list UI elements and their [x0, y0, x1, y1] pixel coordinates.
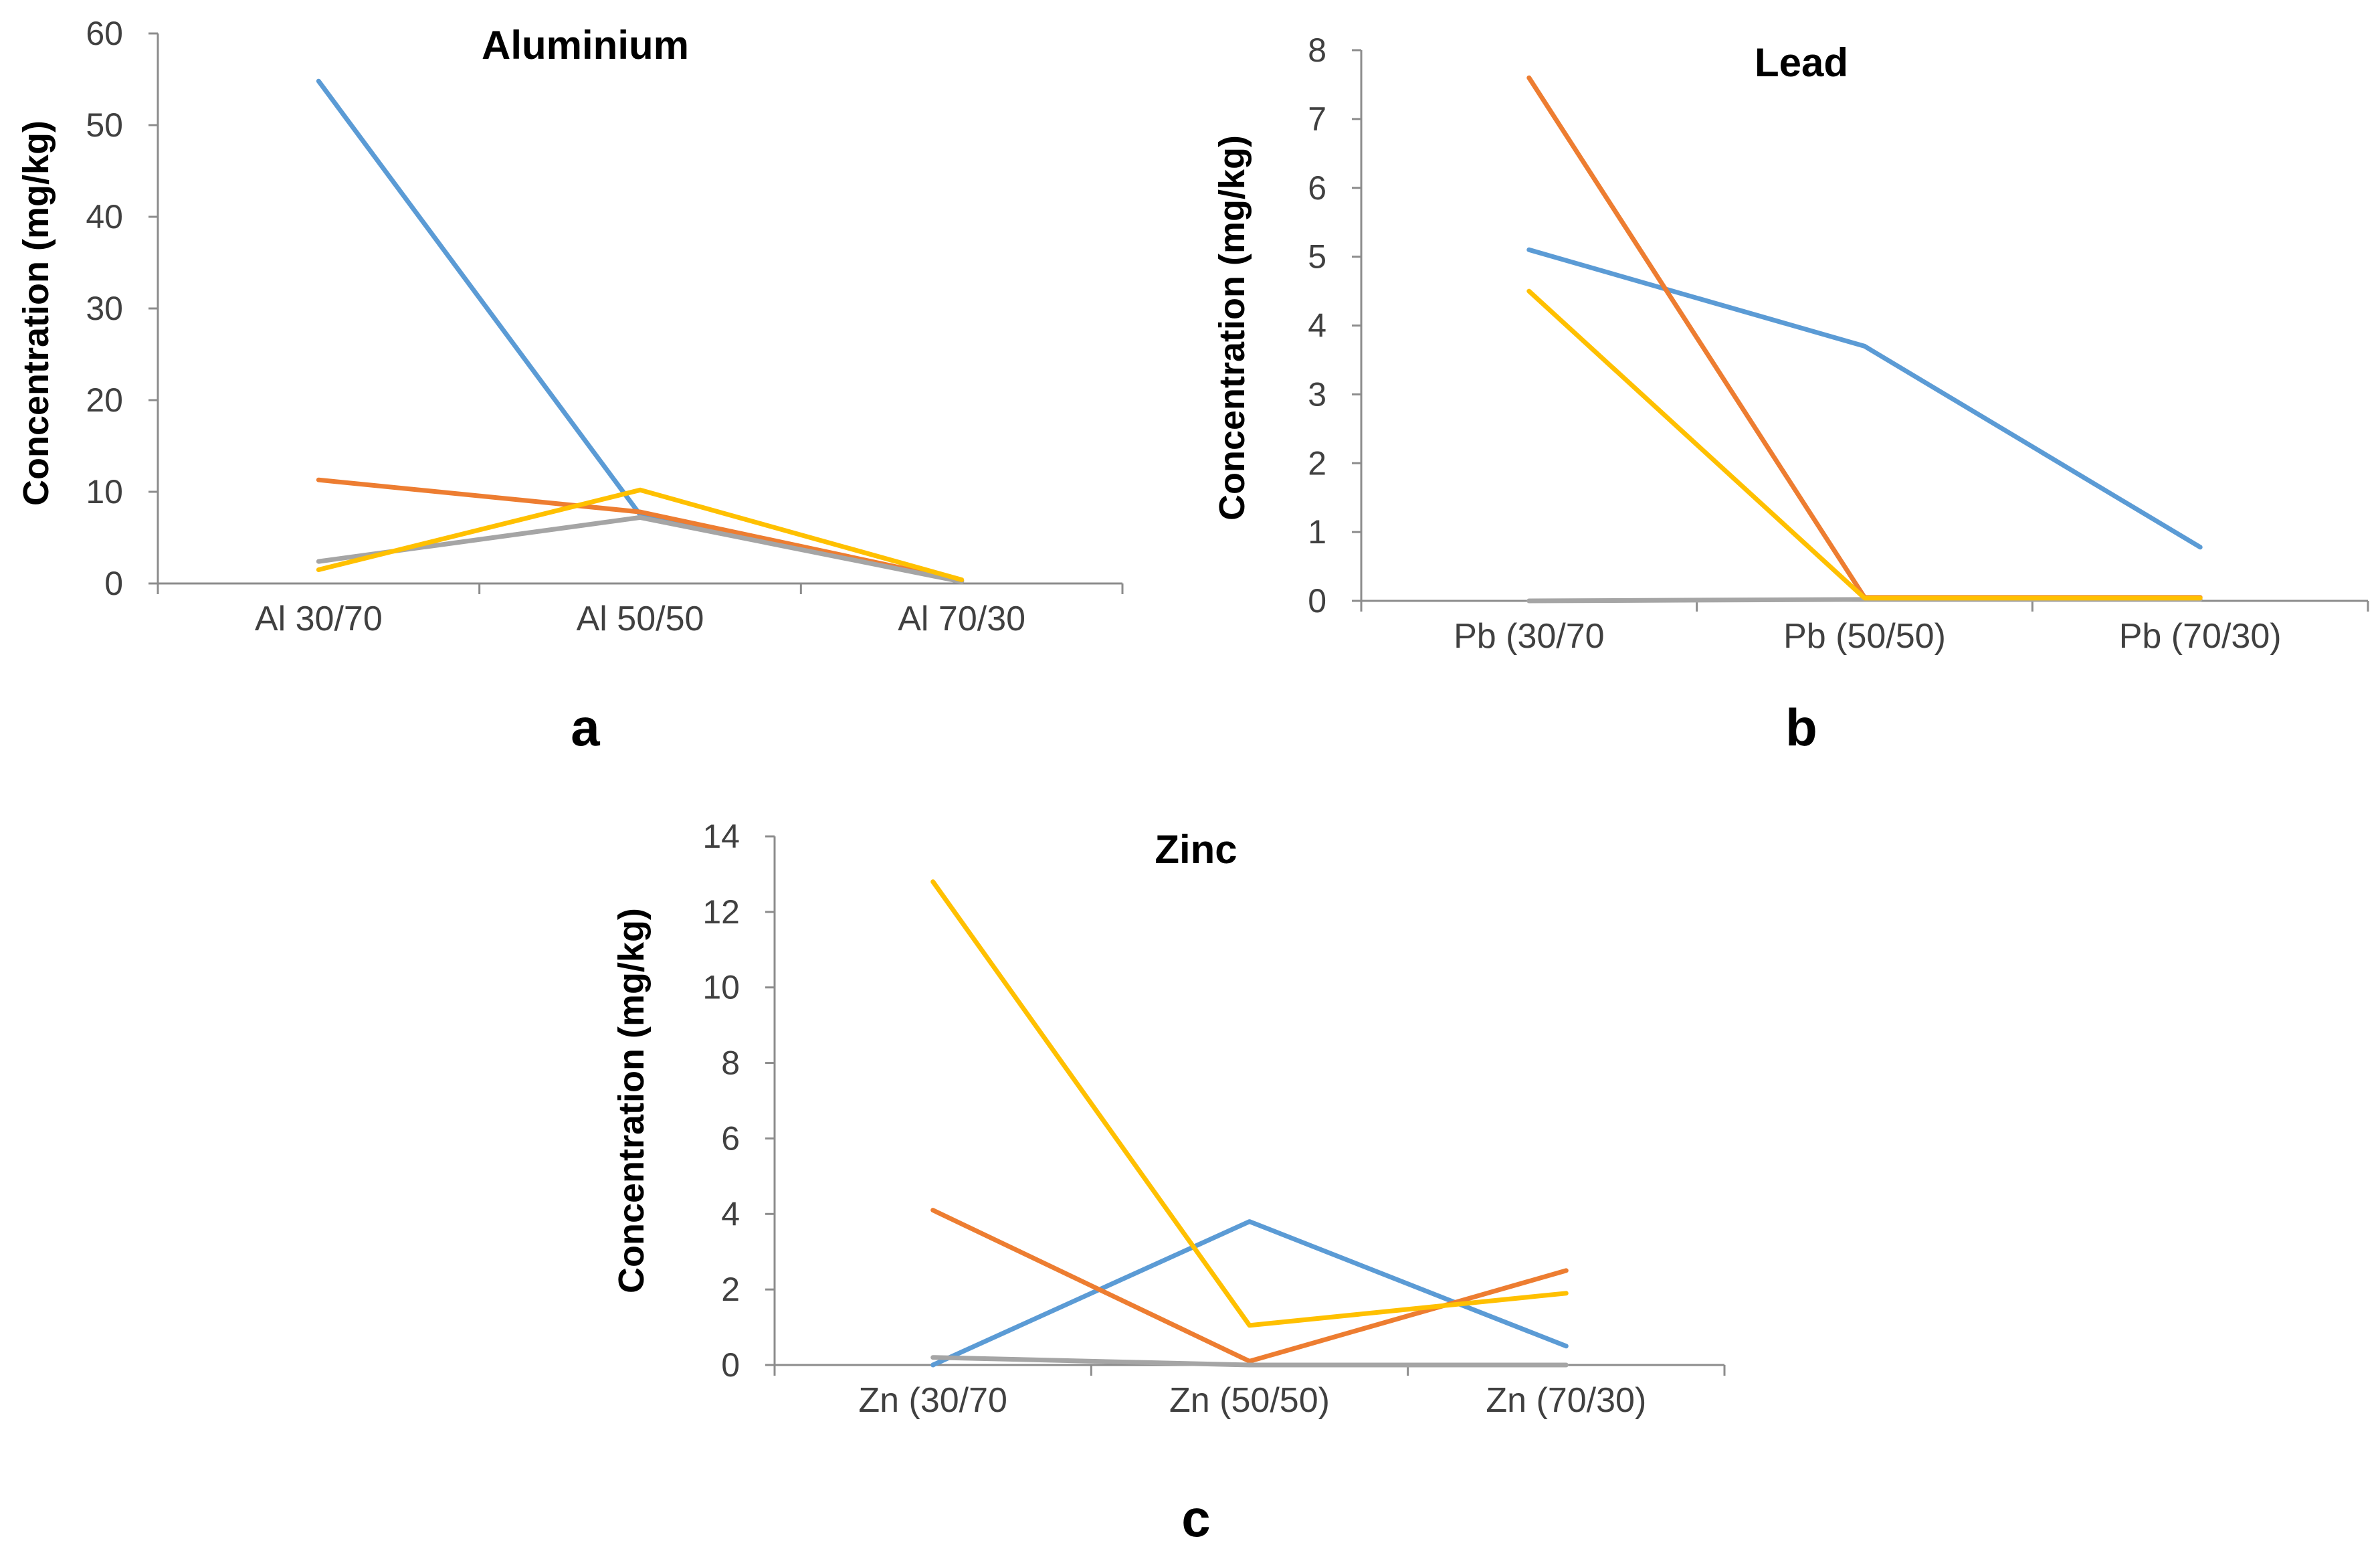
y-tick-label: 0: [104, 565, 123, 602]
x-tick-label: Al 70/30: [898, 600, 1025, 638]
series-line-series-2: [1526, 75, 2203, 600]
y-tick-label: 2: [1308, 444, 1326, 482]
chart-zinc: Zinc Concentration (mg/kg) 0 2 4 6 8 10 12 14 Z…: [611, 818, 1726, 1548]
y-tick-label: 10: [702, 969, 740, 1006]
chart-aluminium: Aluminium Concentration (mg/kg) 0 10 20 30 4…: [16, 15, 1124, 757]
y-tick-label: 20: [86, 381, 123, 419]
x-tick-label: Zn (70/30): [1486, 1381, 1646, 1420]
series-line-series-1: [316, 78, 965, 583]
y-tick-label: 2: [721, 1271, 740, 1308]
y-axis-title: Concentration (mg/kg): [16, 120, 56, 506]
y-tick-label: 6: [1308, 169, 1326, 207]
series-line-series-1: [930, 1219, 1569, 1368]
series-line-series-4: [1526, 288, 2203, 601]
series-line-series-2: [316, 477, 965, 583]
chart-title: Zinc: [1155, 827, 1237, 872]
y-tick-label: 7: [1308, 100, 1326, 138]
panel-label: c: [1181, 1489, 1210, 1548]
y-tick-label: 14: [702, 818, 740, 855]
chart-title: Lead: [1755, 40, 1848, 85]
y-tick-label: 4: [1308, 307, 1326, 345]
y-tick-label: 5: [1308, 238, 1326, 276]
y-axis-title: Concentration (mg/kg): [1212, 135, 1252, 521]
chart-lead: Lead Concentration (mg/kg) 0 1 2 3 4 5 6 7 8 Pb …: [1212, 31, 2369, 757]
y-tick-label: 30: [86, 290, 123, 327]
y-axis-title: Concentration (mg/kg): [611, 908, 652, 1293]
y-tick-label: 40: [86, 198, 123, 236]
series-line-series-2: [930, 1208, 1569, 1364]
panel-label: b: [1785, 698, 1817, 757]
x-tick-label: Al 50/50: [577, 600, 704, 638]
x-tick-label: Zn (30/70: [858, 1381, 1007, 1420]
x-tick-label: Zn (50/50): [1169, 1381, 1330, 1420]
series-line-series-3: [930, 1355, 1569, 1368]
chart-title: Aluminium: [482, 23, 689, 68]
y-tick-label: 60: [86, 15, 123, 52]
series-line-series-4: [930, 879, 1569, 1328]
y-tick-label: 8: [721, 1044, 740, 1082]
x-tick-label: Al 30/70: [255, 600, 383, 638]
y-tick-label: 1: [1308, 513, 1326, 551]
y-tick-label: 12: [702, 893, 740, 931]
y-tick-label: 4: [721, 1195, 740, 1233]
series-line-series-3: [316, 515, 965, 584]
panel-label: a: [571, 698, 600, 757]
x-tick-label: Pb (50/50): [1783, 617, 1946, 656]
y-tick-label: 3: [1308, 375, 1326, 413]
series-line-series-4: [316, 487, 965, 582]
x-tick-label: Pb (70/30): [2119, 617, 2282, 656]
y-tick-label: 0: [721, 1346, 740, 1384]
y-tick-label: 50: [86, 106, 123, 144]
y-tick-label: 0: [1308, 582, 1326, 620]
series-line-series-1: [1526, 247, 2203, 550]
y-tick-label: 6: [721, 1119, 740, 1157]
y-tick-label: 8: [1308, 31, 1326, 69]
x-tick-label: Pb (30/70: [1454, 617, 1605, 656]
y-tick-label: 10: [86, 473, 123, 511]
